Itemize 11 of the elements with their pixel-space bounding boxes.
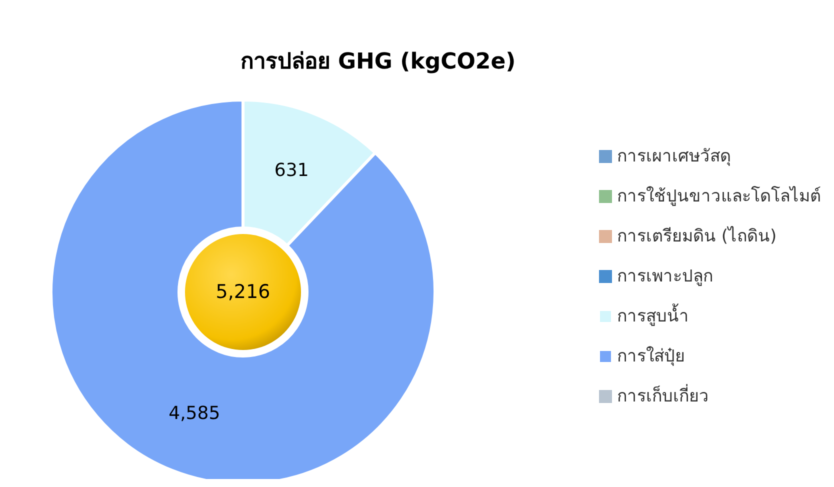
- legend-label: การใส่ปุ๋ย: [617, 346, 685, 366]
- legend-label: การเผาเศษวัสดุ: [617, 146, 731, 166]
- data-label: 631: [274, 160, 309, 181]
- legend-label: การสูบน้ำ: [617, 304, 689, 326]
- data-label: 4,585: [168, 403, 220, 424]
- legend-label: การเพาะปลูก: [617, 266, 713, 286]
- text: 5,216: [216, 281, 270, 303]
- legend-label: การใช้ปูนขาวและโดโลไมต์: [617, 186, 821, 206]
- legend-label: การเก็บเกี่ยว: [617, 384, 709, 406]
- chart-title: การปล่อย GHG (kgCO2e): [240, 50, 516, 74]
- legend-label: การเตรียมดิน (ไถดิน): [617, 226, 777, 246]
